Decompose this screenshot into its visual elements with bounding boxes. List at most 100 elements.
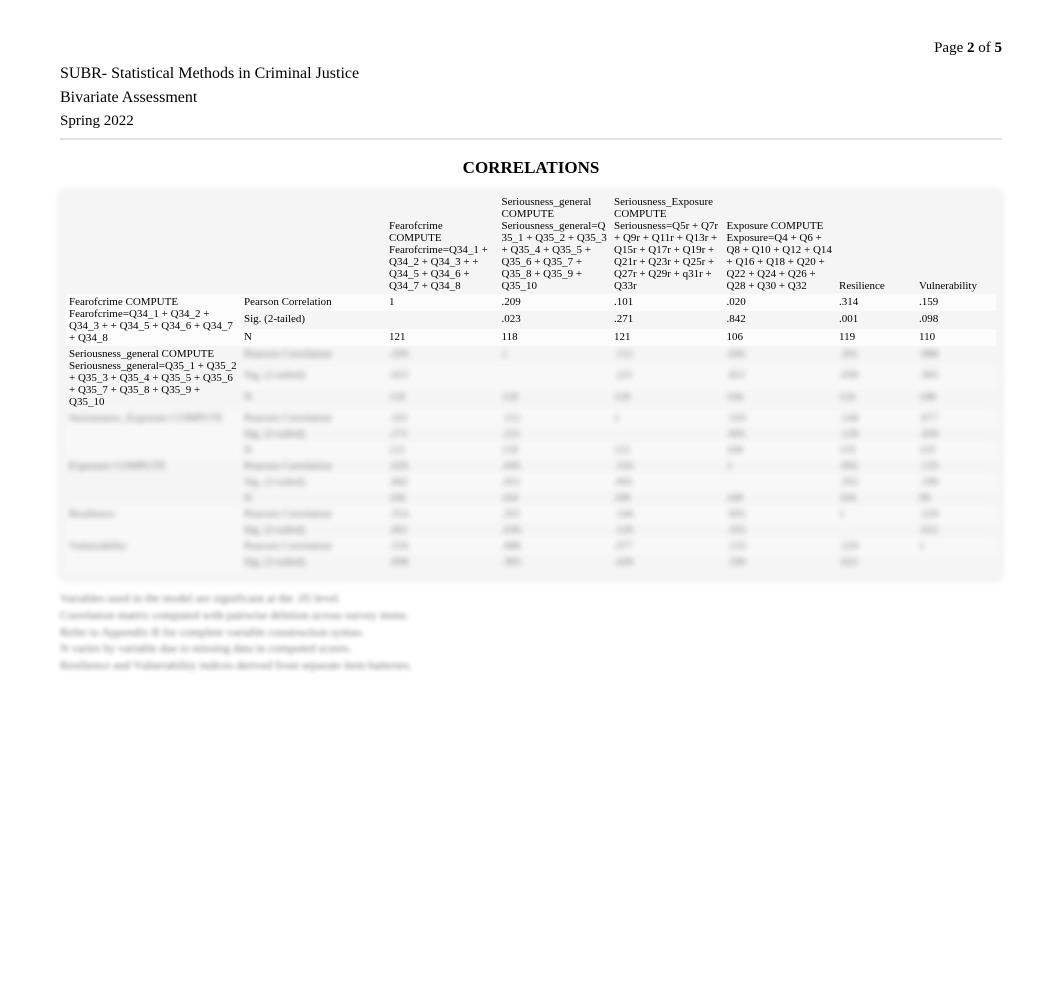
doc-term: Spring 2022 bbox=[60, 113, 1002, 130]
doc-subheader: Bivariate Assessment bbox=[60, 89, 1002, 107]
cell: 106 bbox=[386, 490, 499, 506]
cell: 1 bbox=[724, 458, 837, 474]
doc-header: SUBR- Statistical Methods in Criminal Ju… bbox=[60, 65, 1002, 83]
cell: 1 bbox=[836, 506, 916, 522]
col-header: Exposure COMPUTE Exposure=Q4 + Q6 + Q8 +… bbox=[724, 194, 837, 294]
cell: 118 bbox=[611, 389, 724, 410]
cell: .314 bbox=[386, 506, 499, 522]
cell: .001 bbox=[611, 474, 724, 490]
cell: .023 bbox=[386, 367, 499, 388]
cell: 118 bbox=[499, 389, 612, 410]
cell: 110 bbox=[916, 442, 996, 458]
cell: .220 bbox=[916, 506, 996, 522]
cell: 118 bbox=[499, 329, 612, 346]
stat-label: Sig. (2-tailed) bbox=[241, 367, 386, 388]
cell: .209 bbox=[499, 294, 612, 311]
page-of: of bbox=[975, 40, 995, 56]
footnote-line: Resilience and Vulnerability indices der… bbox=[60, 657, 1002, 674]
cell: .221 bbox=[611, 367, 724, 388]
row-var-label: Fearofcrime COMPUTE Fearofcrime=Q34_1 + … bbox=[66, 294, 241, 346]
stat-label: N bbox=[241, 329, 386, 346]
cell: .159 bbox=[386, 538, 499, 554]
cell: .112 bbox=[611, 346, 724, 367]
cell: .651 bbox=[724, 367, 837, 388]
cell: 119 bbox=[836, 442, 916, 458]
cell bbox=[611, 426, 724, 442]
cell: .045 bbox=[499, 458, 612, 474]
cell: .355 bbox=[836, 474, 916, 490]
cell bbox=[916, 554, 996, 570]
cell: .842 bbox=[724, 311, 837, 328]
col-header bbox=[241, 194, 386, 294]
cell: .190 bbox=[916, 474, 996, 490]
cell: 108 bbox=[916, 389, 996, 410]
footnote-line: Refer to Appendix B for complete variabl… bbox=[60, 624, 1002, 641]
cell: .651 bbox=[499, 474, 612, 490]
cell: .092 bbox=[724, 506, 837, 522]
table-row: Seriousness_general COMPUTE Seriousness_… bbox=[66, 346, 996, 367]
cell: 121 bbox=[611, 329, 724, 346]
cell: .022 bbox=[916, 522, 996, 538]
cell: .001 bbox=[386, 522, 499, 538]
cell: .201 bbox=[836, 346, 916, 367]
cell: .271 bbox=[386, 426, 499, 442]
row-var-label: Exposure COMPUTE bbox=[66, 458, 241, 506]
cell: 1 bbox=[611, 410, 724, 426]
stat-label: N bbox=[241, 442, 386, 458]
cell bbox=[499, 367, 612, 388]
cell: .112 bbox=[499, 410, 612, 426]
cell: .310 bbox=[724, 410, 837, 426]
cell: .220 bbox=[836, 538, 916, 554]
table-row: Seriousness_Exposure COMPUTE Pearson Cor… bbox=[66, 410, 996, 426]
stat-label: Sig. (2-tailed) bbox=[241, 311, 386, 328]
correlation-table: Fearofcrime COMPUTE Fearofcrime=Q34_1 + … bbox=[66, 194, 996, 570]
cell: .430 bbox=[611, 554, 724, 570]
row-var-label: Vulnerability bbox=[66, 538, 241, 570]
cell: .190 bbox=[724, 554, 837, 570]
cell bbox=[386, 311, 499, 328]
cell bbox=[724, 474, 837, 490]
cell: .120 bbox=[611, 522, 724, 538]
cell: 106 bbox=[724, 490, 837, 506]
stat-label: Sig. (2-tailed) bbox=[241, 554, 386, 570]
table-row: Resilience Pearson Correlation .314 .201… bbox=[66, 506, 996, 522]
cell: .023 bbox=[499, 311, 612, 328]
cell: 119 bbox=[836, 329, 916, 346]
cell: .077 bbox=[916, 410, 996, 426]
cell: 106 bbox=[724, 329, 837, 346]
stat-label: Sig. (2-tailed) bbox=[241, 474, 386, 490]
cell bbox=[836, 522, 916, 538]
table-row: Vulnerability Pearson Correlation .159 .… bbox=[66, 538, 996, 554]
cell: .020 bbox=[724, 294, 837, 311]
section-title: CORRELATIONS bbox=[60, 158, 1002, 178]
divider bbox=[60, 138, 1002, 140]
cell: .842 bbox=[386, 474, 499, 490]
cell: 118 bbox=[386, 389, 499, 410]
col-header: Vulnerability bbox=[916, 194, 996, 294]
footnotes: Variables used in the model are signific… bbox=[60, 590, 1002, 674]
stat-label: Pearson Correlation bbox=[241, 458, 386, 474]
cell: .144 bbox=[611, 506, 724, 522]
cell: 121 bbox=[611, 442, 724, 458]
footnote-line: N varies by variable due to missing data… bbox=[60, 640, 1002, 657]
cell: .209 bbox=[386, 346, 499, 367]
stat-label: Sig. (2-tailed) bbox=[241, 426, 386, 442]
cell: 118 bbox=[499, 442, 612, 458]
page-current: 2 bbox=[967, 40, 975, 56]
cell: .310 bbox=[611, 458, 724, 474]
cell: .001 bbox=[836, 311, 916, 328]
col-header: Seriousness_general COMPUTE Seriousness_… bbox=[499, 194, 612, 294]
page-number: Page 2 of 5 bbox=[60, 40, 1002, 57]
cell: 121 bbox=[386, 442, 499, 458]
cell: .098 bbox=[386, 554, 499, 570]
cell: 104 bbox=[724, 389, 837, 410]
cell: .001 bbox=[724, 426, 837, 442]
cell: .221 bbox=[499, 426, 612, 442]
cell: .077 bbox=[611, 538, 724, 554]
row-var-label: Resilience bbox=[66, 506, 241, 538]
stat-label: Sig. (2-tailed) bbox=[241, 522, 386, 538]
cell: 116 bbox=[836, 389, 916, 410]
cell: .020 bbox=[386, 458, 499, 474]
stat-label: Pearson Correlation bbox=[241, 294, 386, 311]
col-header: Fearofcrime COMPUTE Fearofcrime=Q34_1 + … bbox=[386, 194, 499, 294]
